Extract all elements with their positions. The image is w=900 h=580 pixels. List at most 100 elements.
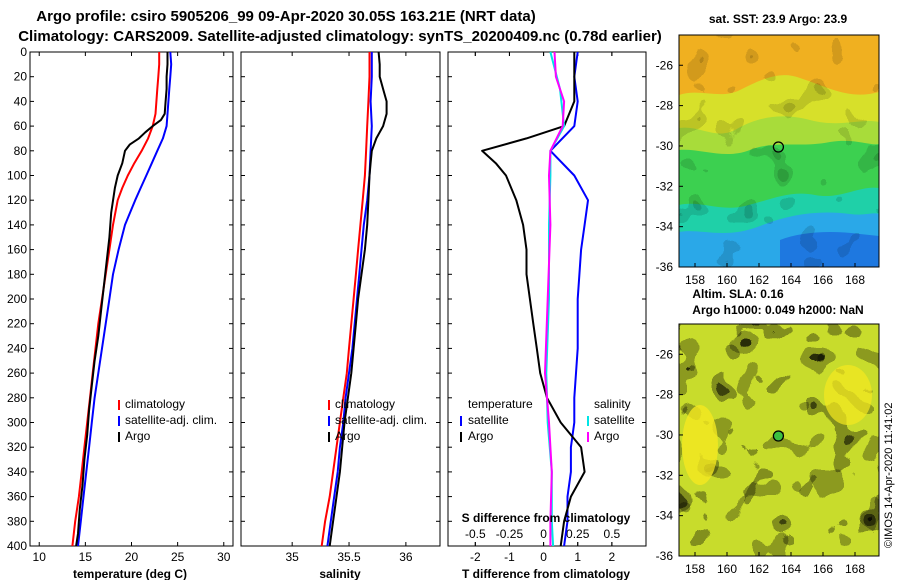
figure-title-line2: Climatology: CARS2009. Satellite-adjuste…	[18, 28, 662, 45]
longitude-tick-label: 162	[749, 273, 769, 287]
argo-location-marker	[772, 141, 785, 153]
salinity-tick-label: 35	[285, 550, 299, 564]
sla-field-yellow-eddy	[824, 365, 872, 425]
series-line-climatology	[320, 52, 371, 547]
longitude-tick-label: 166	[813, 562, 833, 576]
temperature-axis-ticks: 10 15 20 25 30	[33, 52, 231, 564]
longitude-tick-label: 160	[717, 273, 737, 287]
legend-label-satellite: satellite-adj. clim.	[335, 413, 427, 427]
latitude-tick-label: -28	[656, 99, 674, 113]
temperature-tick-label: 25	[171, 550, 185, 564]
depth-tick-label: 220	[7, 317, 27, 331]
s-difference-tick-label: -0.5	[465, 527, 486, 541]
sla-map-title-line2: Argo h1000: 0.049 h2000: NaN	[692, 303, 863, 317]
series-line-satellite-adj-clim-	[326, 52, 373, 547]
latitude-tick-label: -34	[656, 220, 674, 234]
t-difference-tick-label: 1	[574, 550, 581, 564]
latitude-tick-label: -26	[656, 58, 674, 72]
sst-field-texture	[679, 35, 879, 267]
legend-label-s-argo: Argo	[594, 429, 620, 443]
s-difference-tick-label: 0.25	[566, 527, 590, 541]
depth-tick-label: 60	[14, 119, 28, 133]
depth-tick-label: 400	[7, 539, 27, 553]
latitude-tick-label: -30	[656, 139, 674, 153]
depth-tick-label: 200	[7, 292, 27, 306]
longitude-tick-label: 164	[781, 273, 801, 287]
longitude-tick-label: 168	[845, 273, 865, 287]
salinity-axis-ticks: 35 35.5 36	[285, 52, 413, 564]
depth-tick-label: 360	[7, 490, 27, 504]
depth-tick-label: 140	[7, 218, 27, 232]
s-difference-tick-label: -0.25	[496, 527, 524, 541]
temperature-legend: climatology satellite-adj. clim. Argo	[118, 397, 217, 443]
salinity-series	[320, 51, 388, 547]
temperature-tick-label: 30	[217, 550, 231, 564]
s-difference-axis-ticks: -0.5 -0.25 0 0.25 0.5	[465, 52, 621, 546]
salinity-legend: climatology satellite-adj. clim. Argo	[328, 397, 427, 443]
legend-label-climatology: climatology	[335, 397, 395, 411]
s-difference-tick-label: 0.5	[604, 527, 621, 541]
depth-tick-label: 20	[14, 70, 28, 84]
legend-title-salinity: salinity	[594, 397, 631, 411]
t-difference-tick-label: -2	[470, 550, 481, 564]
s-difference-tick-label: 0	[540, 527, 547, 541]
salinity-panel: 35 35.5 36 salinity climatology satellite-…	[240, 51, 441, 580]
legend-title-temperature: temperature	[468, 397, 533, 411]
longitude-tick-label: 164	[781, 562, 801, 576]
latitude-tick-label: -34	[656, 509, 674, 523]
temperature-series	[71, 51, 173, 547]
depth-tick-label: 380	[7, 514, 27, 528]
longitude-tick-label: 160	[717, 562, 737, 576]
temperature-plot-frame	[29, 51, 234, 547]
series-line-temperature-argo	[481, 52, 586, 547]
series-line-satellite-adj-clim-	[77, 51, 173, 547]
longitude-tick-label: 168	[845, 562, 865, 576]
argo-location-marker	[772, 430, 785, 442]
series-line-climatology	[71, 52, 161, 547]
legend-label-t-satellite: satellite	[468, 413, 509, 427]
depth-tick-label: 260	[7, 366, 27, 380]
temperature-tick-label: 10	[33, 550, 47, 564]
sst-map: sat. SST: 23.9 Argo: 23.9 -26 -28 -30 -32 -3…	[656, 12, 880, 287]
temperature-tick-label: 15	[79, 550, 93, 564]
sla-field-yellow-eddy	[682, 405, 718, 485]
depth-tick-label: 0	[20, 45, 27, 59]
salinity-axis-label: salinity	[319, 567, 361, 580]
depth-tick-label: 120	[7, 193, 27, 207]
latitude-tick-label: -26	[656, 347, 674, 361]
depth-tick-label: 180	[7, 267, 27, 281]
depth-tick-label: 300	[7, 416, 27, 430]
latitude-tick-label: -28	[656, 388, 674, 402]
sst-map-title: sat. SST: 23.9 Argo: 23.9	[709, 12, 848, 26]
difference-plot-frame	[447, 51, 647, 547]
sla-latitude-ticks: -26 -28 -30 -32 -34 -36	[656, 347, 683, 563]
depth-axis-ticks: 0 20 40 60 80 100 120 140 160 180 200 220 240 260 280 3…	[7, 45, 233, 553]
longitude-tick-label: 158	[685, 273, 705, 287]
latitude-tick-label: -32	[656, 179, 674, 193]
depth-tick-label: 160	[7, 243, 27, 257]
sla-map-frame	[678, 323, 880, 557]
longitude-tick-label: 162	[749, 562, 769, 576]
legend-label-satellite: satellite-adj. clim.	[125, 413, 217, 427]
legend-label-t-argo: Argo	[468, 429, 494, 443]
difference-legend: temperature satellite Argo salinity sate…	[460, 397, 635, 443]
legend-label-argo: Argo	[125, 429, 151, 443]
series-line-argo	[328, 51, 388, 547]
longitude-tick-label: 166	[813, 273, 833, 287]
depth-tick-label: 280	[7, 391, 27, 405]
difference-series	[481, 51, 589, 547]
s-difference-axis-label: S difference from climatology	[462, 511, 631, 525]
t-difference-tick-label: 2	[609, 550, 616, 564]
sla-map: Altim. SLA: 0.16 Argo h1000: 0.049 h2000…	[656, 287, 880, 576]
temperature-panel: 0 20 40 60 80 100 120 140 160 180 200 220 240 260 280 3…	[7, 45, 234, 580]
sla-map-title-line1: Altim. SLA: 0.16	[692, 287, 784, 301]
longitude-tick-label: 158	[685, 562, 705, 576]
sst-map-frame	[678, 34, 880, 268]
latitude-tick-label: -36	[656, 549, 674, 563]
depth-tick-label: 320	[7, 440, 27, 454]
latitude-tick-label: -36	[656, 260, 674, 274]
legend-label-argo: Argo	[335, 429, 361, 443]
sst-longitude-ticks: 158 160 162 164 166 168	[685, 263, 865, 287]
series-line-temperature-satellite	[549, 51, 589, 547]
